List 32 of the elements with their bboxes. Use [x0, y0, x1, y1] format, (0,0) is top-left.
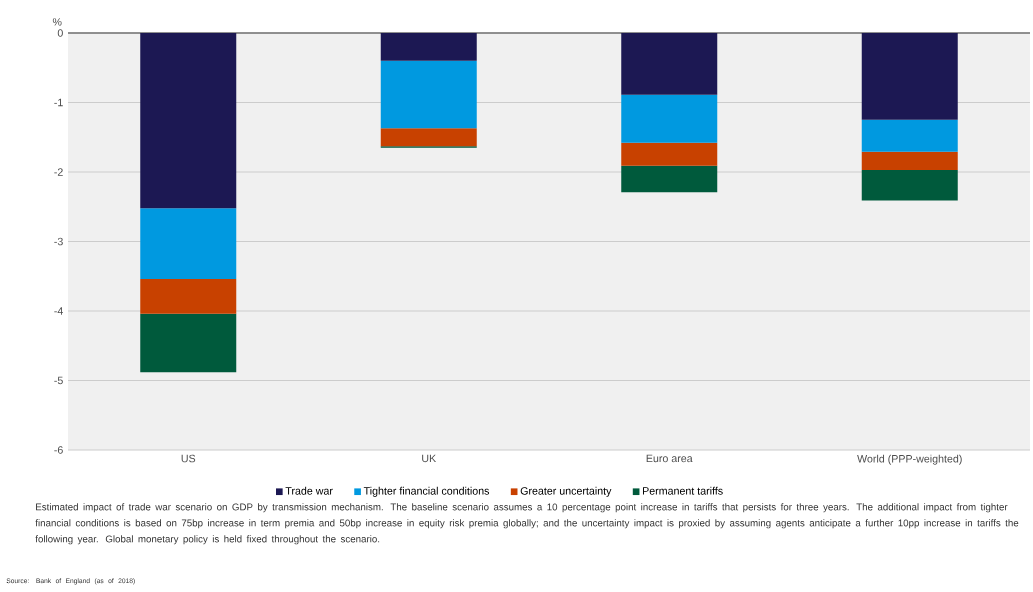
legend-label: Trade war [285, 486, 333, 495]
bar [861, 151, 958, 170]
bar [380, 128, 477, 147]
bar [140, 279, 237, 314]
bar [621, 94, 718, 143]
y-axis-title: % [52, 18, 62, 26]
bar [621, 165, 718, 193]
y-tick-label: -3 [54, 237, 63, 246]
bar [140, 313, 237, 373]
x-tick-label: US [181, 454, 196, 463]
y-tick-label: -4 [54, 307, 63, 315]
bar [380, 60, 477, 129]
legend-label: Permanent tariffs [643, 486, 723, 495]
bar [140, 208, 237, 280]
y-tick-label: -6 [54, 446, 63, 454]
y-tick-label: 0 [57, 29, 63, 37]
legend-label: Tighter financial conditions [363, 486, 490, 497]
y-tick-label: -1 [54, 98, 63, 107]
y-tick-label: -2 [54, 168, 63, 176]
bar [140, 33, 237, 209]
legend-label: Greater uncertainty [520, 486, 612, 497]
bar [861, 169, 958, 201]
bar [380, 33, 477, 61]
text: Estimated impact of trade war scenario on GDP by transmission mechanism. The baseline scenario assumes a 10 percentage point increase in tariffs that persists for three years. The additional impact from tighter financial conditions is based on 75bp increase in term premia and 50bp increase in equity risk premia globally; and the uncertainty impact is proxied by assuming agents anticipate a further 10pp increase in tariffs the following year. Global monetary policy is held fixed throughout the scenario. [35, 503, 1019, 545]
bar [621, 33, 718, 95]
x-tick-label: Euro area [646, 454, 693, 463]
bar [621, 142, 718, 166]
x-tick-label: UK [422, 454, 437, 463]
y-tick-label: -5 [54, 376, 63, 385]
bar [861, 119, 958, 152]
bar [861, 33, 958, 120]
x-tick-label: World (PPP-weighted) [857, 454, 962, 465]
